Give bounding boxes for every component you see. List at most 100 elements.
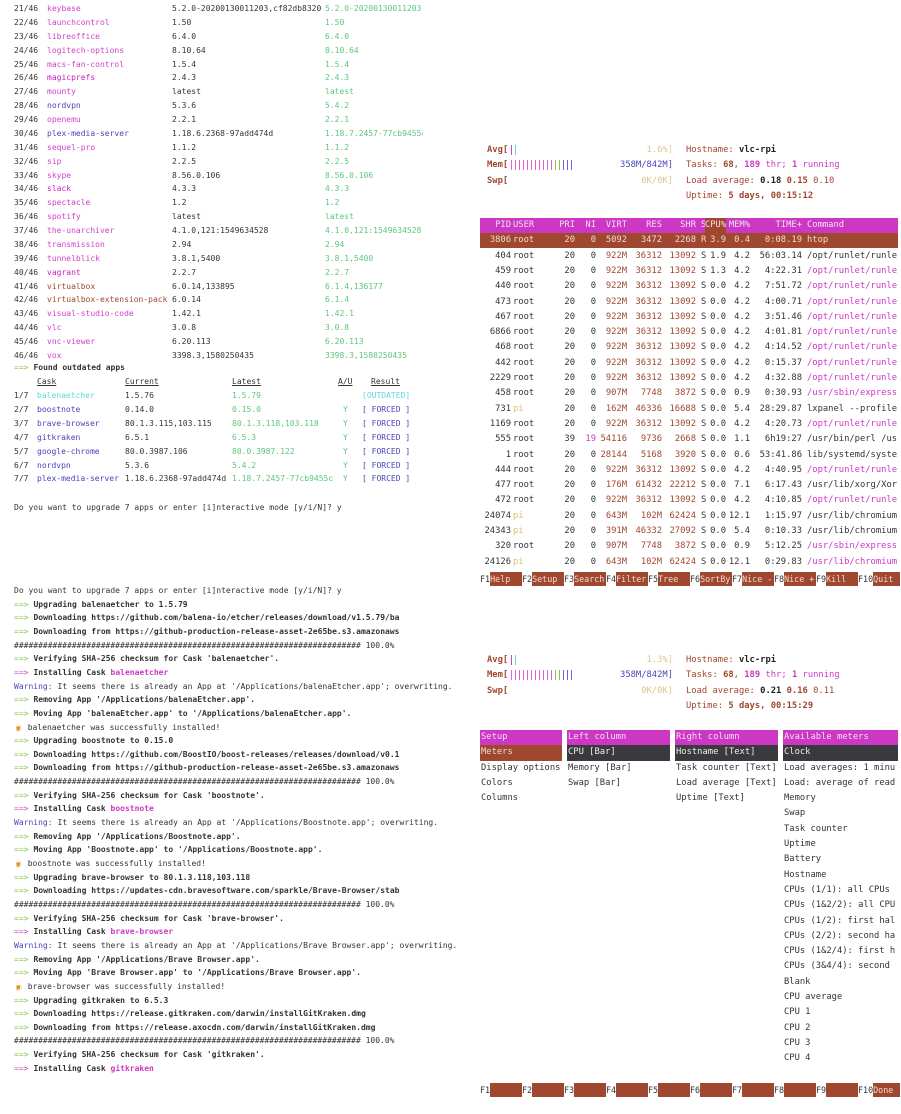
setup-item[interactable]: Columns (481, 793, 519, 804)
column-header-res[interactable]: RES (646, 220, 662, 230)
process-row[interactable]: 473 root 20 0 922M 36312 13092 S 0.0 4.2 4:00.71/o… (480, 295, 898, 310)
log-line: ==> Installing Cask gitkraken (14, 1062, 154, 1075)
fkey-f5[interactable]: F5 Tree (648, 572, 690, 586)
meter-bar-segment (527, 160, 528, 171)
process-row[interactable]: 3806 root 20 0 5092 3472 2268 R 3.9 0.4 0:08.19 hto… (480, 233, 898, 249)
setup-item[interactable]: CPU 4 (784, 1053, 811, 1064)
setup-item[interactable]: Meters (480, 745, 562, 761)
setup-item[interactable]: CPU [Bar] (567, 745, 670, 761)
fkey-f1[interactable]: F1 Help (480, 572, 522, 586)
process-row[interactable]: 467 root 20 0 922M 36312 13092 S 0.0 4.2 3:51.46/o… (480, 310, 898, 325)
setup-item[interactable]: Uptime [Text] (676, 793, 745, 804)
fkey-f2[interactable]: F2 (522, 1083, 564, 1097)
process-row[interactable]: 1 root 20 0 28144 5168 3920 S 0.0 0.6 53:41.86 lib/… (480, 448, 898, 463)
fkey-f10[interactable]: F10 Done (858, 1083, 900, 1097)
process-row[interactable]: 472 root 20 0 922M 36312 13092 S 0.0 4.2 4:10.85/o… (480, 493, 898, 508)
cell-pri: 20 (564, 357, 575, 368)
process-row[interactable]: 440 root 20 0 922M 36312 13092 S 0.0 4.2 7:51.72/o… (480, 279, 898, 294)
setup-item[interactable]: CPUs (1&2/2): all CPU (784, 900, 896, 911)
process-row[interactable]: 404 root 20 0 922M 36312 13092 S 1.9 4.2 56:03.14 /… (480, 249, 898, 264)
fkey-f3[interactable]: F3 Search (564, 572, 606, 586)
process-row[interactable]: 24074 pi 20 0 643M 102M 62424 S 0.0 12.1 1:15.97/u… (480, 509, 898, 524)
arrow: ==> (14, 654, 29, 664)
column-header-command[interactable]: Command (807, 220, 845, 230)
fkey-f9[interactable]: F9 Kill (816, 572, 858, 586)
process-row[interactable]: 468 root 20 0 922M 36312 13092 S 0.0 4.2 4:14.52/o… (480, 340, 898, 355)
column-header-time[interactable]: TIME+ (775, 220, 802, 230)
process-row[interactable]: 555 root 39 19 54116 9736 2668 S 0.0 1.1 6h19:27/u… (480, 432, 898, 447)
process-row[interactable]: 459 root 20 0 922M 36312 13092 S 1.3 4.2 4:22.31/o… (480, 264, 898, 279)
setup-item[interactable]: Memory (784, 793, 816, 804)
setup-item[interactable]: Swap (784, 808, 806, 819)
column-header-ni[interactable]: NI (585, 220, 596, 230)
fkey-f3[interactable]: F3 (564, 1083, 606, 1097)
column-header-mem[interactable]: MEM% (728, 220, 750, 230)
fkey-f6[interactable]: F6 SortBy (690, 572, 732, 586)
process-row[interactable]: 477 root 20 0 176M 61432 22212 S 0.0 7.1 6:17.43/u… (480, 478, 898, 493)
setup-item[interactable]: Task counter (784, 823, 848, 834)
column-header-pri[interactable]: PRI (559, 220, 575, 230)
swp-label: Swp[ (487, 175, 509, 186)
setup-item[interactable]: Uptime (784, 839, 816, 850)
process-row[interactable]: 442 root 20 0 922M 36312 13092 S 0.0 4.2 0:15.37/o… (480, 356, 898, 371)
setup-item[interactable]: CPUs (1/1): all CPUs (784, 884, 890, 895)
setup-item[interactable]: CPU 2 (784, 1022, 811, 1033)
process-row[interactable]: 320 root 20 0 907M 7748 3872 S 0.0 0.9 5:12.25/usr… (480, 539, 898, 554)
fkey-f9[interactable]: F9 (816, 1083, 858, 1097)
column-header-cpu[interactable]: CPU% (704, 218, 726, 233)
column-header-pid[interactable]: PID (495, 220, 511, 230)
heading-text: Found outdated apps (33, 363, 125, 372)
fkey-f1[interactable]: F1 (480, 1083, 522, 1097)
setup-item[interactable]: CPU 1 (784, 1007, 811, 1018)
log-text: Downloading from https://release.axocdn.… (33, 1022, 376, 1032)
setup-item[interactable]: Memory [Bar] (568, 762, 632, 773)
setup-item[interactable]: Blank (784, 976, 811, 987)
fkey-f2[interactable]: F2 Setup (522, 572, 564, 586)
fkey-f6[interactable]: F6 (690, 1083, 732, 1097)
setup-item[interactable]: Load: average of read (784, 777, 896, 788)
process-row[interactable]: 458 root 20 0 907M 7748 3872 S 0.0 0.9 0:30.93/usr… (480, 386, 898, 401)
column-header-state[interactable]: S (701, 220, 707, 230)
fkey-f8[interactable]: F8 (774, 1083, 816, 1097)
row-index: 6/7 (14, 460, 29, 470)
setup-item[interactable]: Task counter [Text] (676, 762, 777, 773)
fkey-f10[interactable]: F10 Quit (858, 572, 900, 586)
fkey-f4[interactable]: F4 Filter (606, 572, 648, 586)
setup-item[interactable]: Load averages: 1 minu (784, 762, 896, 773)
result-status: [OUTDATED] (362, 391, 411, 400)
log-text: Moving App 'balenaEtcher.app' to '/Appli… (33, 708, 352, 718)
setup-item[interactable]: Battery (784, 854, 822, 865)
setup-item[interactable]: CPU 3 (784, 1037, 811, 1048)
process-row[interactable]: 444 root 20 0 922M 36312 13092 S 0.0 4.2 4:40.95/o… (480, 463, 898, 478)
setup-item[interactable]: Swap [Bar] (568, 777, 621, 788)
setup-item[interactable]: CPUs (1&2/4): first h (784, 946, 896, 957)
fkey-number: F7 (732, 574, 743, 584)
process-row[interactable]: 1169 root 20 0 922M 36312 13092 S 0.0 4.2 4:20.73 /… (480, 417, 898, 432)
setup-item[interactable]: Hostname [Text] (675, 745, 778, 761)
setup-item[interactable]: Display options (481, 762, 561, 773)
column-header-shr[interactable]: SHR (680, 220, 696, 230)
setup-item[interactable]: Colors (481, 777, 513, 788)
fkey-f7[interactable]: F7 Nice - (732, 572, 774, 586)
cask-row: 25/46 macs-fan-control 1.5.4 1.5.4 (0, 58, 450, 72)
fkey-f4[interactable]: F4 (606, 1083, 648, 1097)
setup-item[interactable]: CPUs (3&4/4): second (784, 961, 890, 972)
cask-name: libreoffice (47, 31, 100, 41)
setup-item[interactable]: Load average [Text] (676, 777, 777, 788)
setup-item[interactable]: CPU average (784, 992, 843, 1003)
process-row[interactable]: 6866 root 20 0 922M 36312 13092 S 0.0 4.2 4:01.81 /… (480, 325, 898, 340)
setup-item[interactable]: Hostname (784, 869, 827, 880)
process-row[interactable]: 24343 pi 20 0 391M 46332 27092 S 0.0 5.4 0:10.33/u… (480, 524, 898, 539)
cell-pid: 442 (495, 357, 511, 368)
process-row[interactable]: 2229 root 20 0 922M 36312 13092 S 0.0 4.2 4:32.88 /… (480, 371, 898, 386)
setup-item[interactable]: CPUs (1/2): first hal (784, 915, 896, 926)
setup-item[interactable]: CPUs (2/2): second ha (784, 930, 896, 941)
column-header-virt[interactable]: VIRT (605, 220, 627, 230)
fkey-f8[interactable]: F8 Nice + (774, 572, 816, 586)
setup-item[interactable]: Clock (783, 745, 898, 761)
column-header-user[interactable]: USER (513, 220, 535, 230)
process-row[interactable]: 731 pi 20 0 162M 46336 16688 S 0.0 5.4 28:29.87 lxp… (480, 402, 898, 417)
fkey-f5[interactable]: F5 (648, 1083, 690, 1097)
process-row[interactable]: 24126 pi 20 0 643M 102M 62424 S 0.0 12.1 0:29.83/u… (480, 555, 898, 570)
fkey-f7[interactable]: F7 (732, 1083, 774, 1097)
